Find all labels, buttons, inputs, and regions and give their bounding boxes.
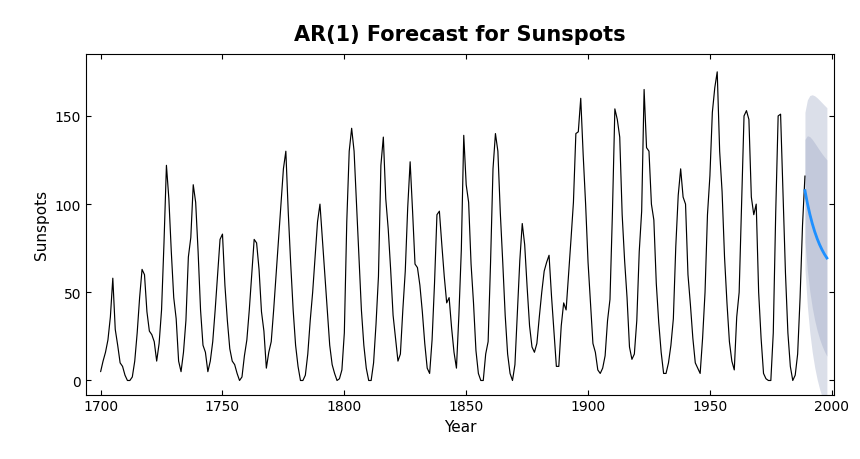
- Title: AR(1) Forecast for Sunspots: AR(1) Forecast for Sunspots: [294, 25, 626, 45]
- X-axis label: Year: Year: [444, 419, 476, 434]
- Y-axis label: Sunspots: Sunspots: [34, 190, 49, 260]
